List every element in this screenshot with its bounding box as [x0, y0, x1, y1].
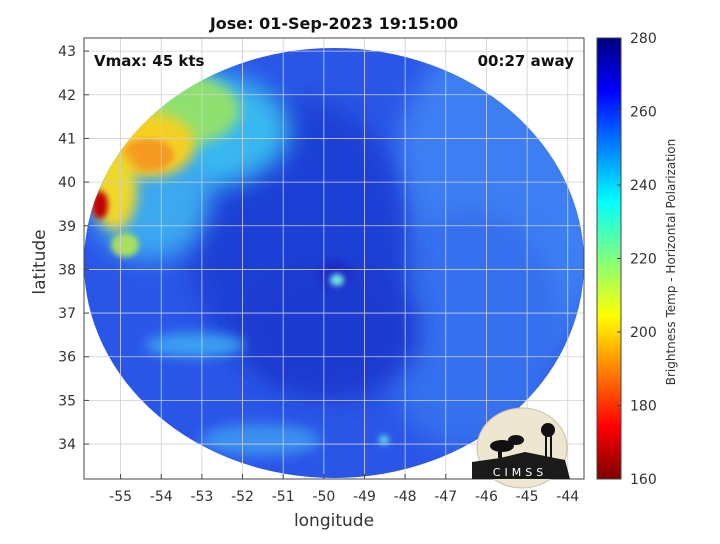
x-tick-label: -48 [394, 489, 417, 505]
colorbar-label: Brightness Temp - Horizontal Polarizatio… [664, 138, 678, 386]
x-tick-label: -51 [272, 489, 295, 505]
colorbar-tick-label: 160 [630, 472, 657, 488]
y-axis-ticks: 34 35 36 37 38 39 40 41 42 43 [58, 44, 89, 453]
y-axis-label: latitude [30, 229, 50, 295]
colorbar-tick-label: 180 [630, 399, 657, 415]
x-tick-label: -52 [231, 489, 254, 505]
x-tick-label: -54 [150, 489, 173, 505]
logo-text: CIMSS [493, 466, 547, 479]
x-tick-label: -46 [475, 489, 498, 505]
x-tick-label: -55 [109, 489, 132, 505]
colorbar: 160 180 200 220 240 260 280 [596, 31, 657, 488]
x-tick-label: -45 [516, 489, 539, 505]
colorbar-tick-label: 220 [630, 252, 657, 268]
y-tick-label: 34 [58, 437, 76, 453]
brightness-temperature-swath [84, 48, 584, 478]
plot-frame [83, 37, 585, 480]
y-tick-label: 41 [58, 131, 76, 147]
map-title: Jose: 01-Sep-2023 19:15:00 [209, 14, 459, 33]
x-tick-label: -53 [190, 489, 213, 505]
y-tick-label: 39 [58, 219, 76, 235]
x-tick-label: -47 [434, 489, 457, 505]
x-axis-ticks: -55 -54 -53 -52 -51 -50 -49 -48 -47 -46 -45 -44 [109, 474, 579, 505]
y-tick-label: 40 [58, 175, 76, 191]
cimss-logo: CIMSS [472, 407, 570, 489]
colorbar-tick-label: 240 [630, 178, 657, 194]
time-away-label: 00:27 away [477, 52, 574, 70]
colorbar-tick-label: 260 [630, 105, 657, 121]
colorbar-ticks: 160 180 200 220 240 260 280 [617, 31, 657, 488]
colorbar-tick-label: 200 [630, 325, 657, 341]
y-tick-label: 42 [58, 88, 76, 104]
y-tick-label: 35 [58, 393, 76, 409]
vmax-label: Vmax: 45 kts [94, 52, 205, 70]
grid-lines [84, 38, 584, 479]
x-tick-label: -44 [556, 489, 579, 505]
y-tick-label: 43 [58, 44, 76, 60]
colorbar-tick-label: 280 [630, 31, 657, 47]
y-tick-label: 36 [58, 350, 76, 366]
y-tick-label: 37 [58, 306, 76, 322]
x-axis-label: longitude [293, 511, 375, 531]
y-tick-label: 38 [58, 262, 76, 278]
x-tick-label: -49 [353, 489, 376, 505]
x-tick-label: -50 [312, 489, 335, 505]
